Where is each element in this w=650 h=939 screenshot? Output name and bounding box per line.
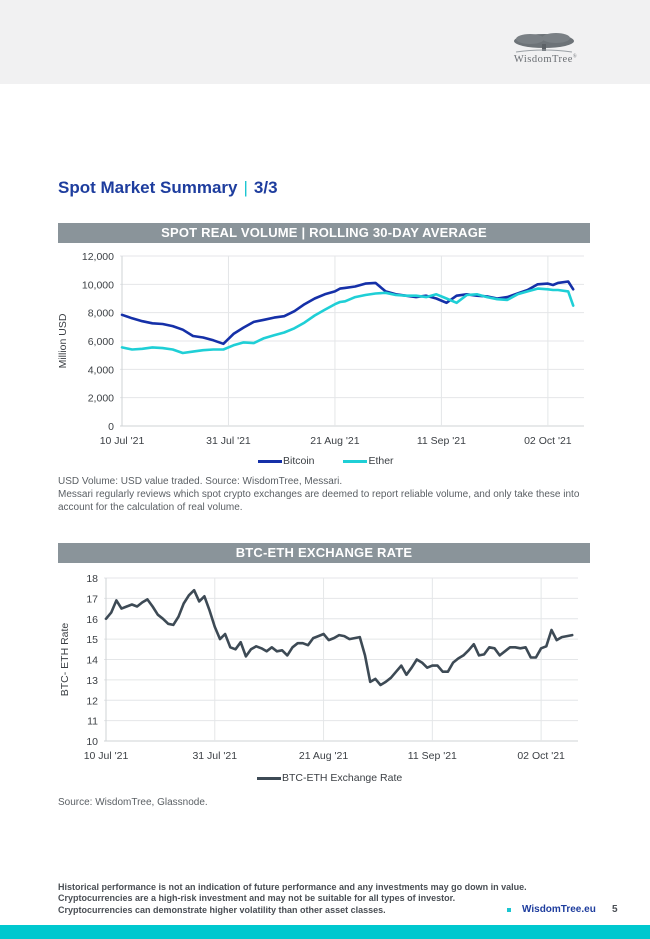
x-tick-label: 11 Sep '21 [417, 435, 466, 447]
x-tick-label: 02 Oct '21 [524, 435, 572, 447]
y-tick-label: 6,000 [88, 336, 114, 348]
y-tick-label: 14 [86, 655, 98, 667]
wisdomtree-link[interactable]: WisdomTree.eu [522, 904, 596, 915]
x-tick-label: 02 Oct '21 [517, 750, 565, 762]
y-tick-label: 2,000 [88, 393, 114, 405]
disclaimer: Historical performance is not an indicat… [58, 882, 527, 916]
y-tick-label: 15 [86, 634, 98, 646]
y-tick-label: 0 [108, 421, 114, 433]
y-tick-label: 12,000 [82, 251, 114, 263]
chart2-legend: BTC-ETH Exchange Rate [257, 772, 428, 784]
page-title-count: 3/3 [253, 178, 278, 197]
page-title: Spot Market Summary | 3/3 [58, 178, 278, 198]
x-tick-label: 31 Jul '21 [206, 435, 251, 447]
y-tick-label: 13 [86, 675, 98, 687]
chart1-title-bar: SPOT REAL VOLUME | ROLLING 30-DAY AVERAG… [58, 223, 590, 243]
footer-band [0, 925, 650, 939]
x-tick-label: 10 Jul '21 [100, 435, 145, 447]
title-separator: | [243, 178, 248, 197]
chart2-source-note: Source: WisdomTree, Glassnode. [58, 797, 208, 808]
series-line-btc-eth-exchange-rate [104, 588, 574, 687]
legend-item-ether: Ether [343, 455, 394, 467]
legend-label-ether: Ether [368, 455, 394, 467]
y-tick-label: 12 [86, 695, 98, 707]
chart1-legend: Bitcoin Ether [258, 455, 420, 467]
tree-icon [514, 33, 574, 53]
legend-item-btc-eth: BTC-ETH Exchange Rate [257, 772, 402, 784]
chart1-source-note: USD Volume: USD value traded. Source: Wi… [58, 476, 343, 487]
y-tick-label: 11 [87, 716, 98, 728]
y-tick-label: 18 [86, 573, 98, 585]
y-tick-label: 10 [86, 736, 98, 748]
series-line-ether [120, 287, 575, 355]
legend-item-bitcoin: Bitcoin [258, 455, 315, 467]
registered-mark: ® [572, 54, 578, 60]
chart1-notes: USD Volume: USD value traded. Source: Wi… [58, 475, 598, 514]
legend-label-btc-eth: BTC-ETH Exchange Rate [282, 772, 403, 784]
chart2-title-bar: BTC-ETH EXCHANGE RATE [58, 543, 590, 563]
legend-swatch-bitcoin [258, 459, 282, 463]
x-tick-label: 11 Sep '21 [408, 750, 457, 762]
y-axis-title: Million USD [57, 313, 69, 368]
y-axis-title: BTC- ETH Rate [59, 623, 71, 697]
legend-swatch-ether [343, 459, 368, 463]
wisdomtree-logo: WisdomTree® [508, 32, 578, 77]
footer-bullet-icon [507, 908, 511, 912]
page-title-text: Spot Market Summary [58, 178, 238, 197]
chart1-methodology-note: Messari regularly reviews which spot cry… [58, 489, 580, 513]
disclaimer-line: Historical performance is not an indicat… [58, 882, 527, 892]
btc-eth-rate-chart: 10 11 12 13 14 15 16 17 18 10 Jul '21 31 Jul '21 21… [59, 573, 578, 762]
legend-swatch-btc-eth [257, 776, 281, 780]
disclaimer-line: Cryptocurrencies can demonstrate higher … [58, 904, 386, 915]
legend-label-bitcoin: Bitcoin [283, 455, 315, 467]
x-tick-label: 21 Aug '21 [310, 435, 359, 447]
page-number: 5 [612, 904, 618, 915]
logo-text: WisdomTree [513, 54, 573, 65]
series-line-bitcoin [120, 280, 575, 346]
y-tick-label: 17 [86, 593, 98, 605]
x-tick-label: 21 Aug '21 [299, 750, 348, 762]
spot-volume-chart: 0 2,000 4,000 6,000 8,000 10,000 12,000 10 Jul … [57, 251, 584, 447]
x-tick-label: 10 Jul '21 [84, 750, 129, 762]
disclaimer-line: Cryptocurrencies are a high-risk investm… [58, 893, 456, 904]
y-tick-label: 16 [86, 614, 98, 626]
y-tick-label: 4,000 [88, 364, 114, 376]
y-tick-label: 8,000 [88, 308, 114, 320]
x-tick-label: 31 Jul '21 [192, 750, 237, 762]
y-tick-label: 10,000 [82, 279, 114, 291]
